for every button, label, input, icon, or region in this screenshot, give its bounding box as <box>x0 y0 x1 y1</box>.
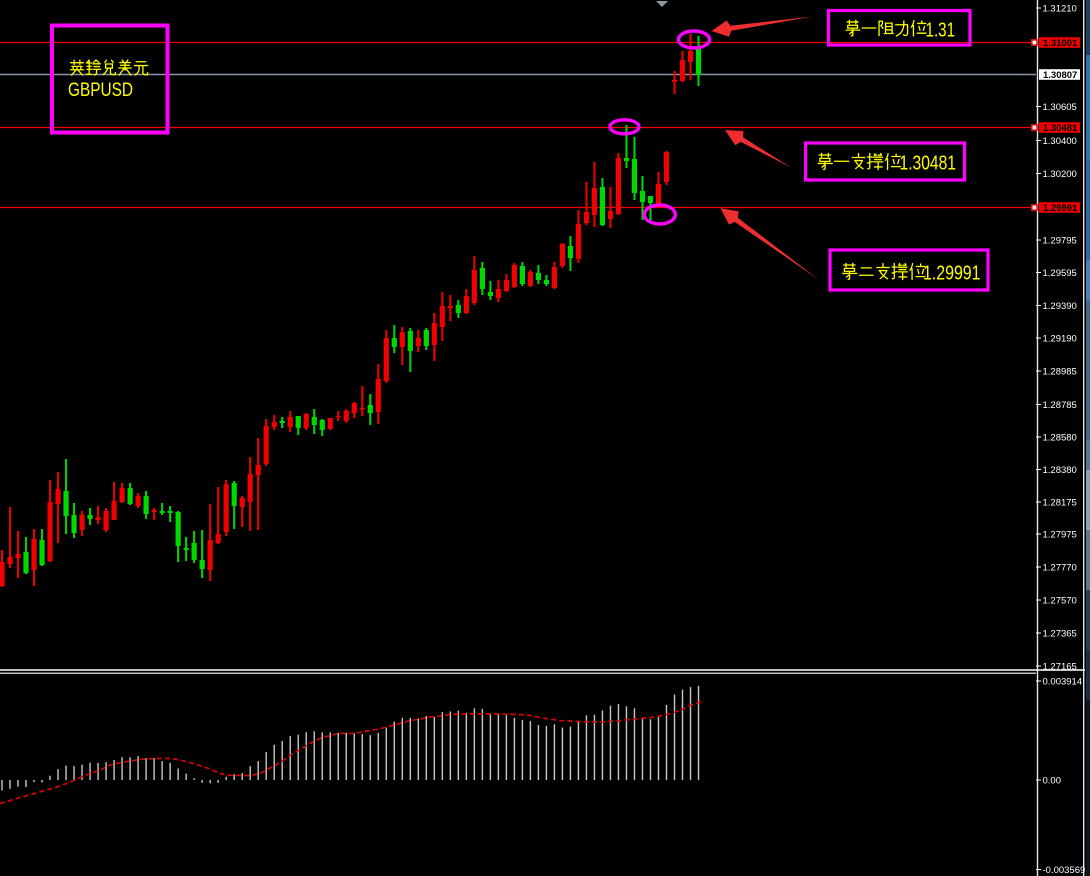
svg-text:1.29991: 1.29991 <box>1043 203 1078 214</box>
svg-text:1.31: 1.31 <box>926 20 956 42</box>
svg-text:1.27165: 1.27165 <box>1043 661 1077 672</box>
svg-text:1.28785: 1.28785 <box>1043 400 1077 411</box>
svg-text:1.29991: 1.29991 <box>923 263 981 285</box>
svg-text:1.30481: 1.30481 <box>1043 123 1078 134</box>
svg-text:1.28380: 1.28380 <box>1043 465 1077 476</box>
svg-text:1.29390: 1.29390 <box>1043 301 1077 312</box>
svg-text:1.28580: 1.28580 <box>1043 432 1077 443</box>
svg-text:1.27975: 1.27975 <box>1043 529 1077 540</box>
svg-text:1.30807: 1.30807 <box>1043 70 1077 81</box>
svg-text:1.28175: 1.28175 <box>1043 497 1077 508</box>
svg-text:1.29595: 1.29595 <box>1043 268 1077 279</box>
svg-text:0.00: 0.00 <box>1043 775 1062 786</box>
svg-text:1.27365: 1.27365 <box>1043 628 1077 639</box>
svg-text:1.29795: 1.29795 <box>1043 235 1077 246</box>
svg-text:1.30400: 1.30400 <box>1043 136 1077 147</box>
svg-text:1.27570: 1.27570 <box>1043 595 1077 606</box>
svg-text:1.29190: 1.29190 <box>1043 333 1077 344</box>
svg-text:1.30200: 1.30200 <box>1043 169 1077 180</box>
svg-text:1.27770: 1.27770 <box>1043 562 1077 573</box>
svg-text:1.30605: 1.30605 <box>1043 102 1077 113</box>
svg-text:1.28985: 1.28985 <box>1043 366 1077 377</box>
svg-text:1.30481: 1.30481 <box>900 153 957 175</box>
svg-text:-0.003569: -0.003569 <box>1043 865 1086 876</box>
svg-text:GBPUSD: GBPUSD <box>68 80 133 101</box>
svg-text:0.003914: 0.003914 <box>1043 676 1083 687</box>
svg-text:1.31210: 1.31210 <box>1043 3 1077 14</box>
svg-text:1.31001: 1.31001 <box>1043 38 1078 49</box>
